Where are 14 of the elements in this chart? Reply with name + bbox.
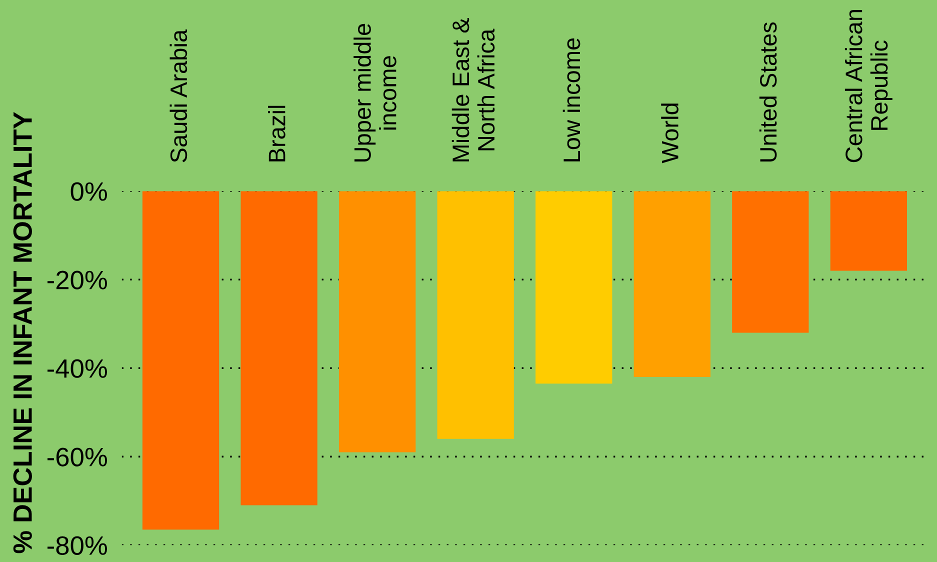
y-tick-label: 0%	[70, 182, 107, 201]
x-tick-label: United States	[759, 22, 777, 162]
y-tick-label: -20%	[47, 270, 107, 290]
y-axis-title: % DECLINE IN INFANT MORTALITY	[13, 112, 32, 554]
x-tick-label: Brazil	[268, 106, 286, 162]
x-tick-label: Low income	[562, 38, 580, 162]
y-tick-label: -40%	[47, 359, 107, 378]
x-tick-label: World	[661, 104, 678, 164]
x-tick-label: Central African Republic	[844, 10, 892, 162]
x-tick-label: Upper middle income	[354, 24, 396, 162]
x-tick-label: Middle East & North Africa	[452, 18, 495, 162]
x-tick-label: Saudi Arabia	[170, 29, 188, 162]
y-tick-label: -60%	[47, 448, 107, 466]
y-tick-label: -80%	[47, 536, 107, 555]
